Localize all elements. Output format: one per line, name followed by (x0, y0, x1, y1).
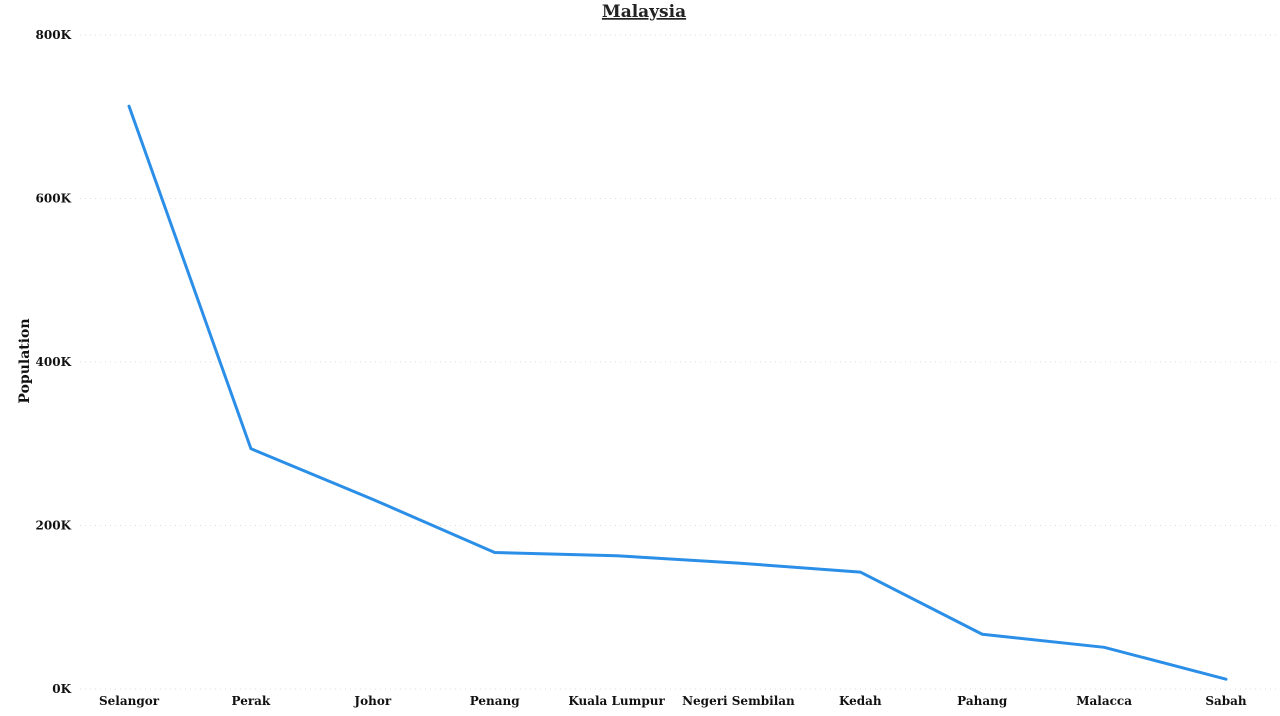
x-tick-label: Johor (353, 694, 391, 708)
x-tick-label: Sabah (1205, 694, 1247, 708)
population-series-line (127, 104, 1228, 681)
x-axis-ticks: Selangor Perak Johor Penang Kuala Lumpur Nege… (99, 694, 1247, 708)
x-tick-label: Penang (470, 694, 521, 708)
y-tick-label: 400K (36, 355, 72, 369)
y-axis-title: Population (17, 318, 33, 403)
x-tick-label: Pahang (957, 694, 1008, 708)
series-layer (127, 104, 1228, 681)
x-tick-label: Negeri Sembilan (682, 694, 795, 708)
x-tick-label: Perak (232, 694, 271, 708)
y-tick-label: 600K (36, 192, 72, 206)
gridlines (80, 34, 1280, 690)
chart-title: Malaysia (602, 2, 686, 22)
x-tick-label: Selangor (99, 694, 160, 708)
y-axis-ticks: 0K 200K 400K 600K 800K (36, 28, 72, 696)
x-tick-label: Malacca (1076, 694, 1132, 708)
x-tick-label: Kedah (839, 694, 882, 708)
y-tick-label: 200K (36, 519, 72, 533)
y-tick-label: 0K (52, 682, 71, 696)
y-tick-label: 800K (36, 28, 72, 42)
x-tick-label: Kuala Lumpur (568, 694, 665, 708)
